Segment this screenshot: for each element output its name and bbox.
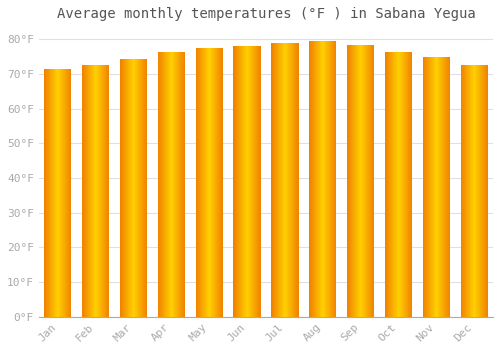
Title: Average monthly temperatures (°F ) in Sabana Yegua: Average monthly temperatures (°F ) in Sa… (56, 7, 476, 21)
